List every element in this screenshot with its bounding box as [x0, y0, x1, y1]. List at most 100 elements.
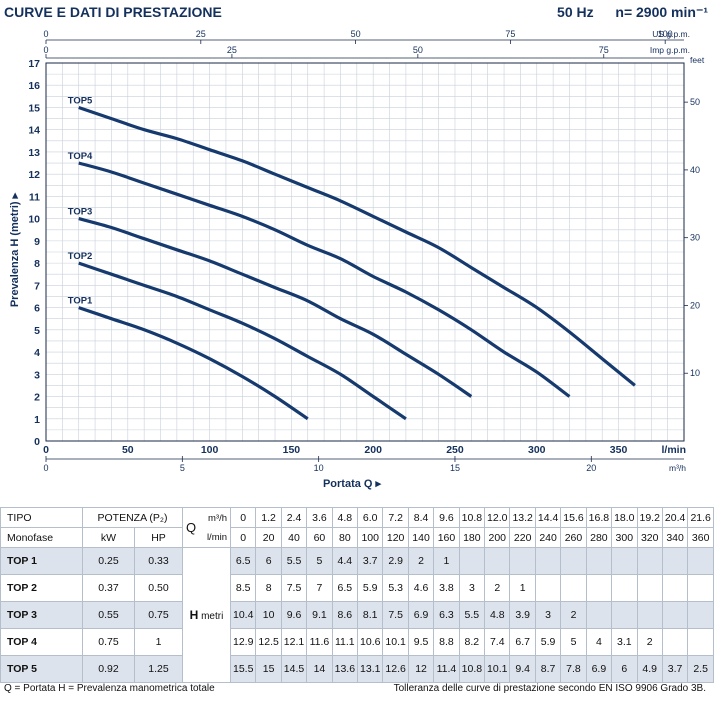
head-value: 12.5	[255, 628, 282, 656]
y-tick-label: 1	[34, 414, 40, 426]
col-header-potenza: POTENZA (P₂)	[82, 507, 183, 528]
head-value	[534, 574, 562, 602]
x-tick-label: 250	[446, 444, 464, 456]
head-value	[636, 574, 663, 602]
m3h-value: 8.4	[407, 507, 435, 528]
row-hp: 1	[134, 628, 183, 656]
head-value: 7.5	[382, 601, 409, 629]
y-tick-label: 7	[34, 280, 40, 292]
row-kw: 0.37	[82, 574, 135, 602]
head-value: 11.4	[433, 655, 460, 683]
head-value: 10.1	[382, 628, 409, 656]
head-value: 10.8	[458, 655, 486, 683]
head-value: 9.4	[509, 655, 536, 683]
row-kw: 0.25	[82, 547, 135, 575]
head-value: 9.1	[306, 601, 333, 629]
m3h-value: 0	[229, 507, 257, 528]
x-tick-label: 150	[283, 444, 301, 456]
head-value: 3.8	[433, 574, 460, 602]
lmin-value: 20	[255, 527, 282, 548]
head-value: 5.3	[382, 574, 409, 602]
head-value: 10.6	[357, 628, 384, 656]
head-value: 5.9	[534, 628, 562, 656]
head-value: 6	[255, 547, 282, 575]
curve-label-top3: TOP3	[68, 207, 93, 218]
head-value: 5.9	[357, 574, 384, 602]
m3h-value: 16.8	[585, 507, 613, 528]
y-tick-label: 12	[28, 169, 40, 181]
head-value	[661, 628, 689, 656]
head-value	[585, 547, 613, 575]
lmin-value: 240	[534, 527, 562, 548]
lmin-value: 260	[560, 527, 587, 548]
head-value: 2.9	[382, 547, 409, 575]
m3h-tick-label: 0	[43, 463, 48, 473]
m3h-value: 13.2	[509, 507, 536, 528]
imp-gpm-tick-label: 25	[227, 45, 237, 55]
y-tick-label: 6	[34, 303, 40, 315]
head-value: 4.4	[331, 547, 359, 575]
lmin-value: 220	[509, 527, 536, 548]
head-value	[611, 601, 638, 629]
head-value: 7.8	[560, 655, 587, 683]
lmin-value: 280	[585, 527, 613, 548]
head-value: 3.7	[357, 547, 384, 575]
head-value	[534, 547, 562, 575]
curve-label-top5: TOP5	[68, 95, 93, 106]
x-tick-label: 200	[364, 444, 382, 456]
head-value: 10.1	[484, 655, 511, 683]
head-value: 1	[433, 547, 460, 575]
m3h-value: 19.2	[636, 507, 663, 528]
col-header-monofase: Monofase	[0, 527, 83, 548]
head-value: 3.7	[661, 655, 689, 683]
lmin-value: 100	[357, 527, 384, 548]
head-value	[661, 547, 689, 575]
lmin-value: 180	[458, 527, 486, 548]
h-metri-label: H metri	[182, 547, 231, 683]
y-tick-label: 3	[34, 369, 40, 381]
frequency-label: 50 Hz	[557, 4, 594, 20]
head-value: 3.1	[611, 628, 638, 656]
head-value: 6.5	[331, 574, 359, 602]
head-value: 8	[255, 574, 282, 602]
m3h-unit: m³/h	[208, 512, 227, 524]
speed-info: 50 Hz n= 2900 min⁻¹	[557, 4, 708, 21]
curve-label-top2: TOP2	[68, 251, 93, 262]
chart-grid	[45, 62, 685, 442]
head-value: 4.6	[407, 574, 435, 602]
y-tick-label: 2	[34, 392, 40, 404]
head-value: 10.4	[229, 601, 257, 629]
head-value: 8.8	[433, 628, 460, 656]
curve-label-top4: TOP4	[68, 151, 93, 162]
lmin-value: 40	[280, 527, 308, 548]
us-gpm-tick-label: 100	[658, 29, 673, 39]
head-value: 7	[306, 574, 333, 602]
head-value: 8.2	[458, 628, 486, 656]
head-value: 13.1	[357, 655, 384, 683]
head-value	[687, 574, 714, 602]
y-tick-label: 10	[28, 214, 40, 226]
head-value: 5.5	[280, 547, 308, 575]
m3h-tick-label: 15	[450, 463, 460, 473]
head-value: 6.9	[585, 655, 613, 683]
head-value	[687, 628, 714, 656]
table-row: TOP 3 0.55 0.75 10.4 10 9.6 9.1 8.6 8.1 7.5 6.9 6.3…	[0, 601, 714, 629]
lmin-value: 320	[636, 527, 663, 548]
lmin-value: 360	[687, 527, 714, 548]
row-model: TOP 5	[0, 655, 83, 683]
x-tick-label: 0	[43, 444, 49, 456]
head-value: 15	[255, 655, 282, 683]
head-value: 6	[611, 655, 638, 683]
m3h-value: 7.2	[382, 507, 409, 528]
head-value: 14.5	[280, 655, 308, 683]
head-value	[661, 574, 689, 602]
y-tick-label: 17	[28, 58, 40, 70]
row-model: TOP 4	[0, 628, 83, 656]
y-tick-label: 14	[28, 125, 40, 137]
row-model: TOP 2	[0, 574, 83, 602]
head-value	[509, 547, 536, 575]
chart-axes	[45, 39, 688, 462]
row-hp: 0.50	[134, 574, 183, 602]
feet-tick-label: 50	[690, 97, 700, 107]
